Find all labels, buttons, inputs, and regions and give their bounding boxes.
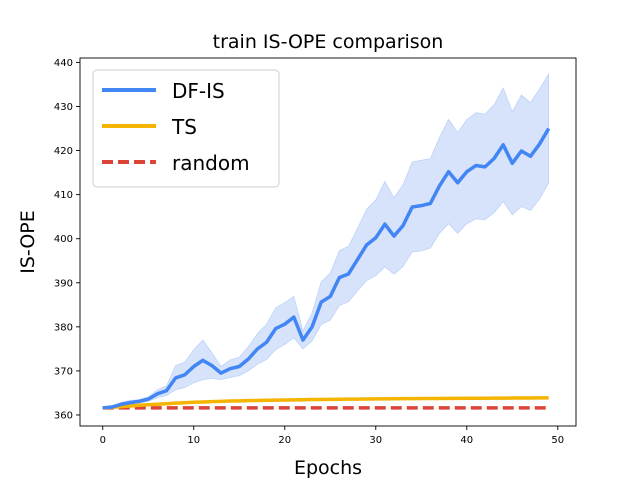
legend-label-df-is: DF-IS bbox=[172, 79, 225, 103]
y-axis-ticks: 360 370 380 390 400 410 420 430 440 bbox=[54, 58, 80, 421]
y-tick-label: 380 bbox=[54, 322, 73, 333]
y-tick-label: 360 bbox=[54, 410, 73, 421]
band-df-is bbox=[102, 72, 550, 409]
x-tick-label: 10 bbox=[187, 435, 200, 446]
y-tick-label: 410 bbox=[54, 190, 73, 201]
series-lines bbox=[102, 127, 551, 410]
series-line-ts bbox=[102, 396, 549, 410]
legend-label-ts: TS bbox=[171, 115, 197, 139]
y-tick-label: 400 bbox=[54, 234, 73, 245]
legend-box bbox=[92, 69, 280, 188]
y-tick-label: 390 bbox=[54, 278, 73, 289]
y-tick-label: 440 bbox=[54, 58, 73, 69]
legend: DF-IS TS random bbox=[92, 69, 280, 188]
x-axis-ticks: 0 10 20 30 40 50 bbox=[100, 426, 564, 446]
plot-frame bbox=[79, 57, 577, 427]
y-tick-label: 430 bbox=[54, 102, 73, 113]
x-tick-label: 0 bbox=[100, 435, 106, 446]
x-tick-label: 30 bbox=[369, 435, 382, 446]
legend-label-random: random bbox=[172, 151, 250, 175]
y-tick-label: 370 bbox=[54, 366, 73, 377]
x-axis-label: Epochs bbox=[294, 457, 362, 479]
chart-title: train IS-OPE comparison bbox=[213, 31, 444, 53]
x-tick-label: 40 bbox=[460, 435, 473, 446]
series-line-df-is bbox=[102, 127, 551, 410]
confidence-bands bbox=[102, 72, 550, 409]
x-tick-label: 20 bbox=[278, 435, 291, 446]
y-tick-label: 420 bbox=[54, 146, 73, 157]
y-axis-label: IS-OPE bbox=[17, 210, 39, 273]
x-tick-label: 50 bbox=[551, 435, 564, 446]
